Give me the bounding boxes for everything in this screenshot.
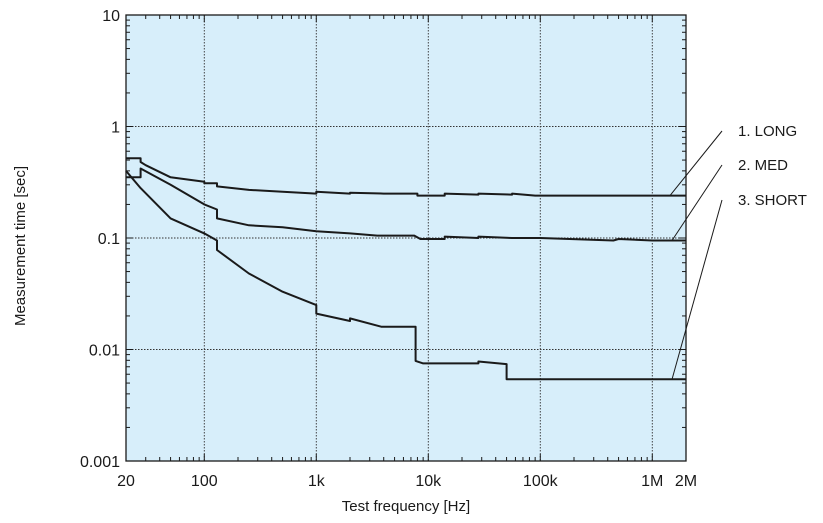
x-axis-label: Test frequency [Hz] xyxy=(342,498,470,515)
x-tick-label: 100k xyxy=(523,473,559,490)
legend-leader-line xyxy=(671,199,723,380)
x-tick-label: 100 xyxy=(191,473,218,490)
y-tick-label: 0.01 xyxy=(89,343,120,360)
y-tick-label: 1 xyxy=(111,120,120,137)
legend-label: 1. LONG xyxy=(738,123,797,140)
y-tick-label: 0.1 xyxy=(98,231,120,248)
y-tick-labels: 10 1 0.1 0.01 0.001 xyxy=(80,8,120,471)
y-tick-label: 0.001 xyxy=(80,454,120,471)
series-layer xyxy=(125,157,686,381)
legend: 1. LONG 2. MED 3. SHORT xyxy=(669,123,807,380)
x-tick-labels: 20 100 1k 10k 100k 1M 2M xyxy=(117,473,697,490)
minor-ticks xyxy=(126,15,686,461)
x-tick-label: 10k xyxy=(415,473,442,490)
x-tick-label: 1M xyxy=(641,473,663,490)
series-line-1 xyxy=(126,157,686,197)
series-line-3 xyxy=(125,170,686,381)
legend-label: 3. SHORT xyxy=(738,192,807,209)
y-tick-label: 10 xyxy=(102,8,120,25)
y-axis-label: Measurement time [sec] xyxy=(12,166,29,326)
legend-label: 2. MED xyxy=(738,157,788,174)
x-tick-label: 2M xyxy=(675,473,697,490)
x-tick-label: 20 xyxy=(117,473,135,490)
legend-leader-line xyxy=(671,164,723,241)
plot-frame xyxy=(125,14,687,462)
legend-leader-line xyxy=(669,130,723,196)
series-line-2 xyxy=(126,167,686,242)
x-tick-label: 1k xyxy=(308,473,326,490)
